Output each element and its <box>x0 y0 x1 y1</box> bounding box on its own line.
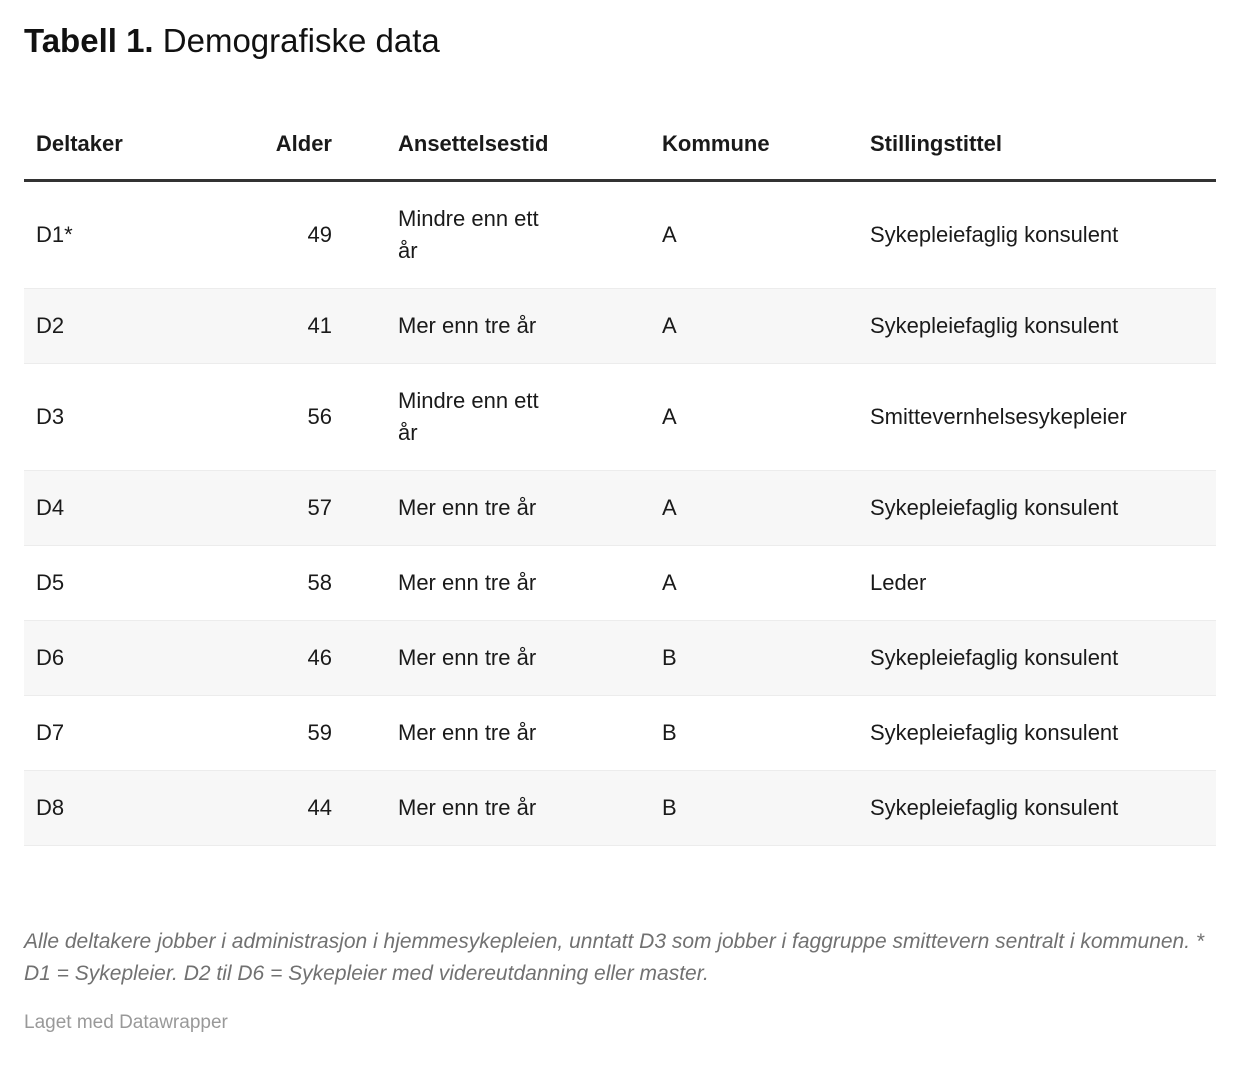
table-cell: B <box>662 720 677 746</box>
table-cell: Sykepleiefaglig konsulent <box>870 495 1119 521</box>
table-cell: Mer enn tre år <box>398 645 537 671</box>
table-cell: D1* <box>36 222 73 248</box>
demographics-table: Deltaker Alder Ansettelsestid Kommune St… <box>24 123 1216 846</box>
table-body: D1* 49 Mindre enn ett år A Sykepleiefaglig k… <box>24 181 1216 846</box>
table-cell: A <box>662 222 677 248</box>
table-cell: Mer enn tre år <box>398 313 537 339</box>
column-header-ansettelsestid: Ansettelsestid <box>386 123 650 183</box>
table-row: D6 46 Mer enn tre år B Sykepleiefaglig konsu… <box>24 620 1216 696</box>
table-cell: Mer enn tre år <box>398 720 537 746</box>
table-cell: A <box>662 570 677 596</box>
table-cell: Sykepleiefaglig konsulent <box>870 222 1119 248</box>
table-cell: D4 <box>36 495 65 521</box>
table-cell: 57 <box>307 495 332 521</box>
table-cell: A <box>662 313 677 339</box>
table-cell: Mindre enn ett år <box>398 388 539 446</box>
table-cell: Smittevernhelsesykepleier <box>870 404 1127 430</box>
attribution-text: Laget med Datawrapper <box>24 1012 228 1034</box>
table-cell: D7 <box>36 720 65 746</box>
table-row: D5 58 Mer enn tre år A Leder <box>24 546 1216 621</box>
table-cell: Mindre enn ett år <box>398 206 539 264</box>
table-notes: Alle deltakere jobber i administrasjon i… <box>24 930 1205 985</box>
table-row: D7 59 Mer enn tre år B Sykepleiefaglig konsu… <box>24 696 1216 771</box>
column-header-kommune: Kommune <box>650 123 858 183</box>
table-cell: 41 <box>307 313 332 339</box>
table-cell: Sykepleiefaglig konsulent <box>870 795 1119 821</box>
table-row: D3 56 Mindre enn ett år A Smittevernhelsesyk… <box>24 364 1216 471</box>
table-cell: 59 <box>307 720 332 746</box>
table-header-row: Deltaker Alder Ansettelsestid Kommune St… <box>24 123 1216 183</box>
table-cell: D8 <box>36 795 65 821</box>
column-header-stillingstittel: Stillingstittel <box>858 123 1216 183</box>
table-cell: 44 <box>307 795 332 821</box>
table-header: Deltaker Alder Ansettelsestid Kommune St… <box>24 123 1216 183</box>
table-row: D2 41 Mer enn tre år A Sykepleiefaglig konsu… <box>24 288 1216 364</box>
table-cell: B <box>662 645 677 671</box>
table-cell: A <box>662 404 677 430</box>
table-cell: Sykepleiefaglig konsulent <box>870 645 1119 671</box>
table-cell: Sykepleiefaglig konsulent <box>870 313 1119 339</box>
table-cell: 49 <box>307 222 332 248</box>
table-cell: A <box>662 495 677 521</box>
table-cell: D2 <box>36 313 65 339</box>
title-prefix: Tabell 1. <box>24 22 154 59</box>
table-cell: D3 <box>36 404 65 430</box>
table-cell: Leder <box>870 570 927 596</box>
table-cell: D6 <box>36 645 65 671</box>
table-cell: D5 <box>36 570 65 596</box>
table-row: D4 57 Mer enn tre år A Sykepleiefaglig konsu… <box>24 470 1216 546</box>
table-cell: 56 <box>307 404 332 430</box>
table-cell: 46 <box>307 645 332 671</box>
table-row: D1* 49 Mindre enn ett år A Sykepleiefaglig k… <box>24 181 1216 289</box>
column-header-alder: Alder <box>248 123 386 183</box>
title-text: Demografiske data <box>162 22 440 59</box>
table-cell: Mer enn tre år <box>398 795 537 821</box>
table-cell: B <box>662 795 677 821</box>
table-cell: Sykepleiefaglig konsulent <box>870 720 1119 746</box>
table-cell: Mer enn tre år <box>398 495 537 521</box>
table-cell: Mer enn tre år <box>398 570 537 596</box>
table-cell: 58 <box>307 570 332 596</box>
column-header-deltaker: Deltaker <box>24 123 248 183</box>
table-row: D8 44 Mer enn tre år B Sykepleiefaglig konsu… <box>24 770 1216 846</box>
page-title: Tabell 1. Demografiske data <box>24 20 1216 61</box>
